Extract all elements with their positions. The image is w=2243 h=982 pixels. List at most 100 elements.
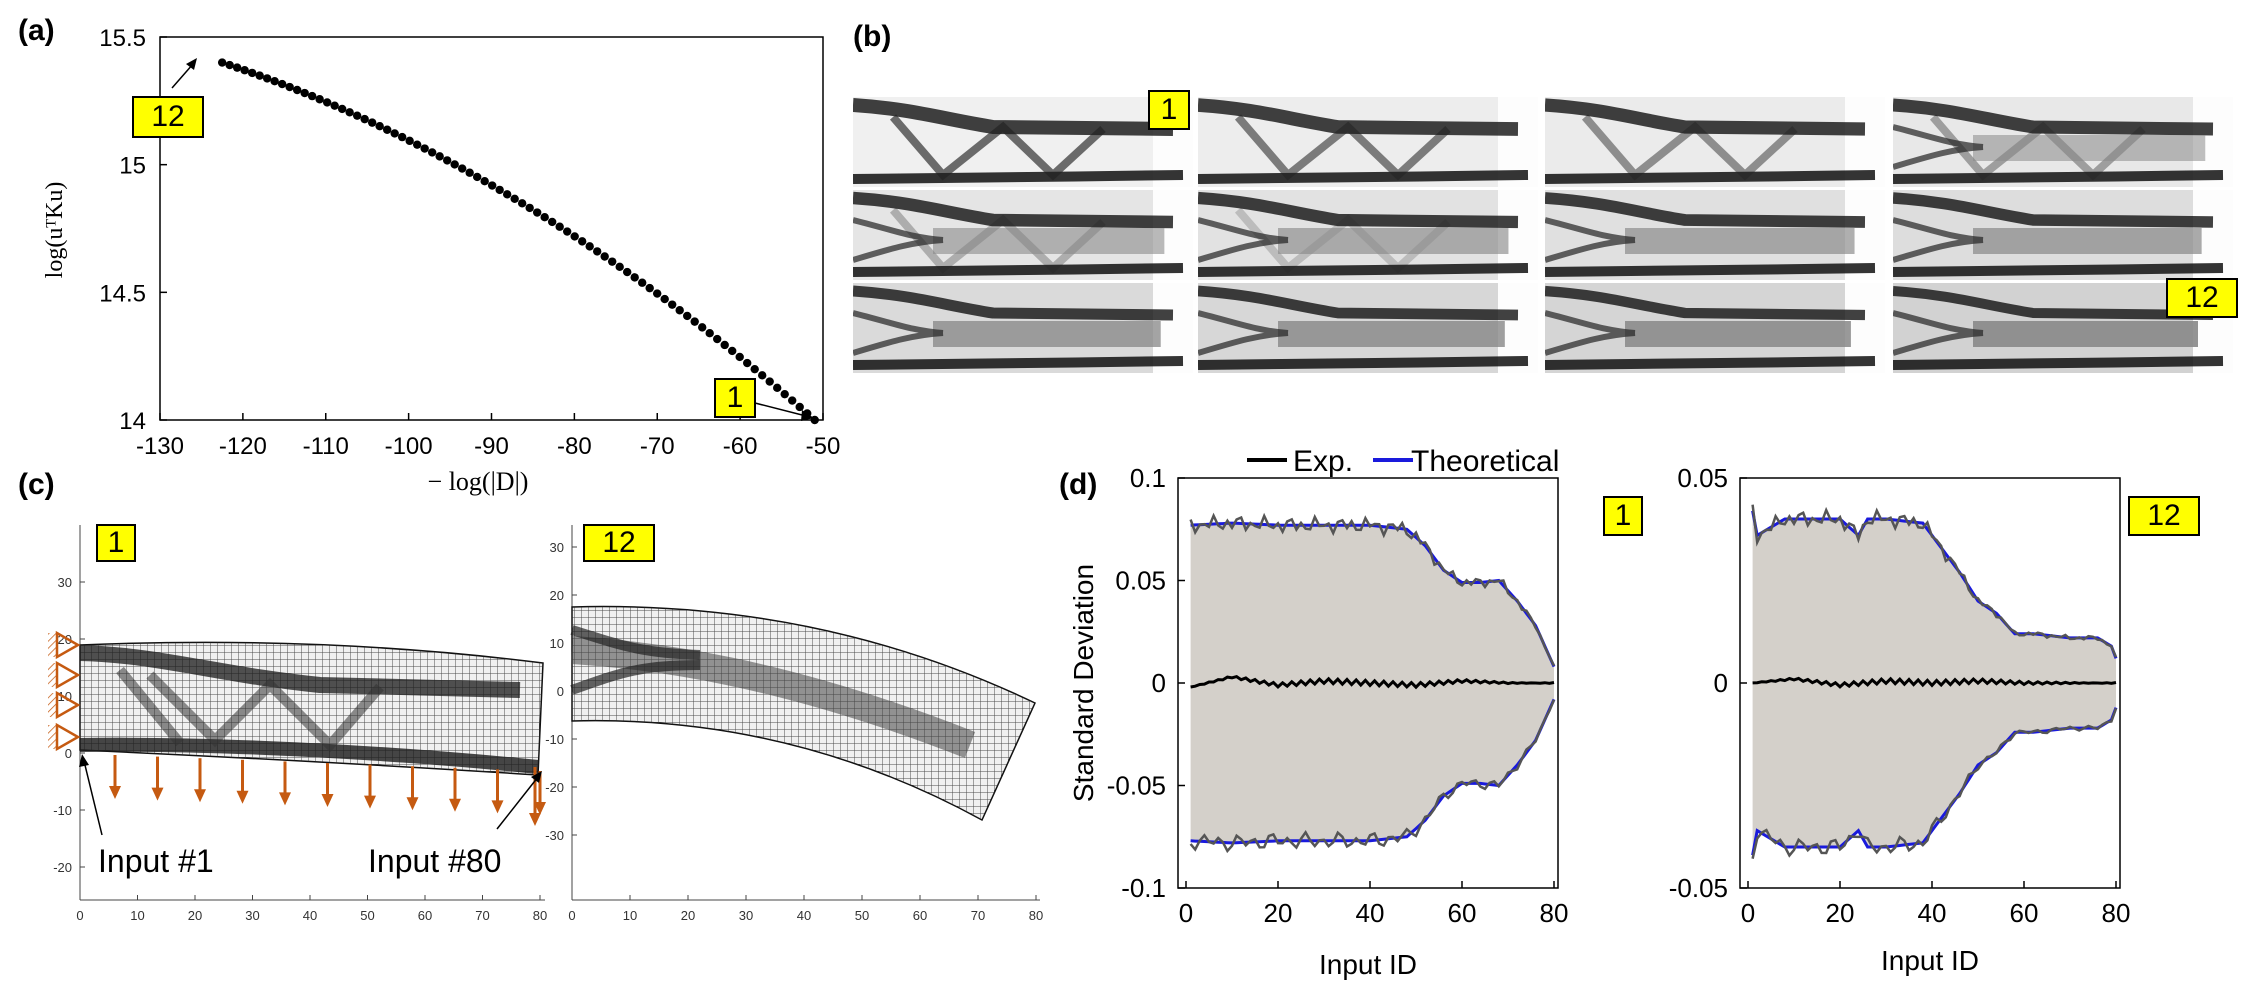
data-point <box>375 121 384 131</box>
data-point <box>420 144 429 153</box>
right-exp-upper <box>1751 504 2118 658</box>
y-tick-label: 0 <box>1714 668 1728 698</box>
tick-label: 0 <box>76 908 83 923</box>
load-arrowhead <box>151 787 164 801</box>
root-members <box>853 310 944 356</box>
tick-label: 0 <box>557 684 564 699</box>
data-point <box>262 74 272 83</box>
tag-12-a: 12 <box>132 96 204 138</box>
topology-thumbnail <box>1198 283 1538 373</box>
data-point <box>675 306 684 315</box>
left-x-ticks: 0 20 40 60 80 <box>1179 881 1568 928</box>
panel-label-c: (c) <box>18 468 55 501</box>
bottom-member <box>1198 356 1529 370</box>
data-point <box>577 237 587 246</box>
x-tick-label: -100 <box>385 433 433 460</box>
data-point <box>390 129 399 138</box>
data-point <box>277 79 287 89</box>
subplot-right: 0.05 0 -0.05 0 20 40 60 80 Input ID <box>1669 463 2131 976</box>
y-tick-labels: 14 14.5 15 15.5 <box>99 25 167 435</box>
topology-thumbnail <box>1198 97 1538 187</box>
data-point <box>758 371 767 380</box>
tick-label: 80 <box>533 908 547 923</box>
topology-thumbnail <box>1893 97 2233 187</box>
left-exp-upper <box>1189 512 1556 667</box>
top-member <box>1893 98 2214 136</box>
data-point <box>487 181 497 190</box>
load-arrowhead <box>109 786 121 799</box>
data-point <box>322 98 332 107</box>
left-exp-mean <box>1190 674 1555 690</box>
tick-label: 50 <box>855 908 869 923</box>
right-x-axis-label: Input ID <box>1881 945 1979 976</box>
data-point <box>232 63 242 72</box>
top-member <box>1893 192 2214 228</box>
right-theoretical-lower <box>1751 707 2118 856</box>
data-point <box>607 257 617 266</box>
tag-1-a: 1 <box>714 378 756 418</box>
data-point <box>225 60 234 70</box>
load-arrowhead <box>321 794 334 807</box>
support-triangle <box>55 690 81 720</box>
x-tick-label: 40 <box>1918 898 1947 928</box>
data-point <box>750 364 759 374</box>
right-y-ticks: 0.05 0 -0.05 <box>1669 463 1747 903</box>
y-tick-label: 0 <box>1152 668 1166 698</box>
legend-theo-label: Theoretical <box>1411 445 1559 478</box>
data-point <box>525 203 534 213</box>
tick-label: 70 <box>475 908 489 923</box>
input-1-arrow <box>83 760 103 836</box>
tick-label: 10 <box>130 908 144 923</box>
data-point <box>427 148 437 157</box>
top-member <box>1545 285 1866 321</box>
data-point <box>397 132 407 142</box>
data-point <box>435 152 444 161</box>
data-point <box>705 328 714 338</box>
data-point <box>502 190 512 199</box>
data-point <box>622 267 632 277</box>
bottom-member <box>1545 263 1876 277</box>
core-bar <box>1278 228 1509 254</box>
data-point <box>585 242 594 251</box>
support-hatch <box>48 663 56 687</box>
tick-label: 80 <box>1029 908 1043 923</box>
data-point <box>728 346 737 356</box>
support-hatch <box>48 693 56 717</box>
tag-1-d: 1 <box>1603 496 1643 536</box>
plot-frame <box>159 36 824 421</box>
subplot-left: 0.1 0.05 0 -0.05 -0.1 0 20 40 60 80 Input ID <box>1107 463 1569 980</box>
data-point <box>412 140 422 149</box>
data-point <box>652 289 662 298</box>
bottom-member <box>1198 263 1529 277</box>
data-point <box>217 58 227 67</box>
tick-label: 30 <box>58 575 72 590</box>
data-point <box>713 334 722 344</box>
x-tick-label: 40 <box>1356 898 1385 928</box>
structure-bottom <box>79 737 539 774</box>
data-point <box>292 85 302 95</box>
right-exp-mean <box>1752 676 2117 689</box>
y-tick-label: 0.1 <box>1130 463 1166 493</box>
support-triangle <box>55 630 81 660</box>
top-member <box>853 285 1174 321</box>
data-point <box>517 199 527 208</box>
data-point <box>637 278 647 287</box>
topology-svg <box>853 283 1193 373</box>
tick-label: 30 <box>739 908 753 923</box>
root-members <box>1893 310 1984 356</box>
data-point <box>300 88 309 98</box>
data-point <box>442 156 452 165</box>
tick-label: 20 <box>188 908 202 923</box>
load-arrowhead <box>491 800 504 814</box>
legend-exp-label: Exp. <box>1293 445 1353 478</box>
data-point <box>495 185 504 195</box>
tick-label: 0 <box>568 908 575 923</box>
data-point <box>795 402 804 412</box>
x-tick-label: 60 <box>1448 898 1477 928</box>
load-arrowhead <box>236 790 249 804</box>
input-1-label: Input #1 <box>98 843 214 879</box>
tick-label: 50 <box>360 908 374 923</box>
load-arrowhead <box>279 792 291 806</box>
load-arrowhead <box>406 797 419 811</box>
